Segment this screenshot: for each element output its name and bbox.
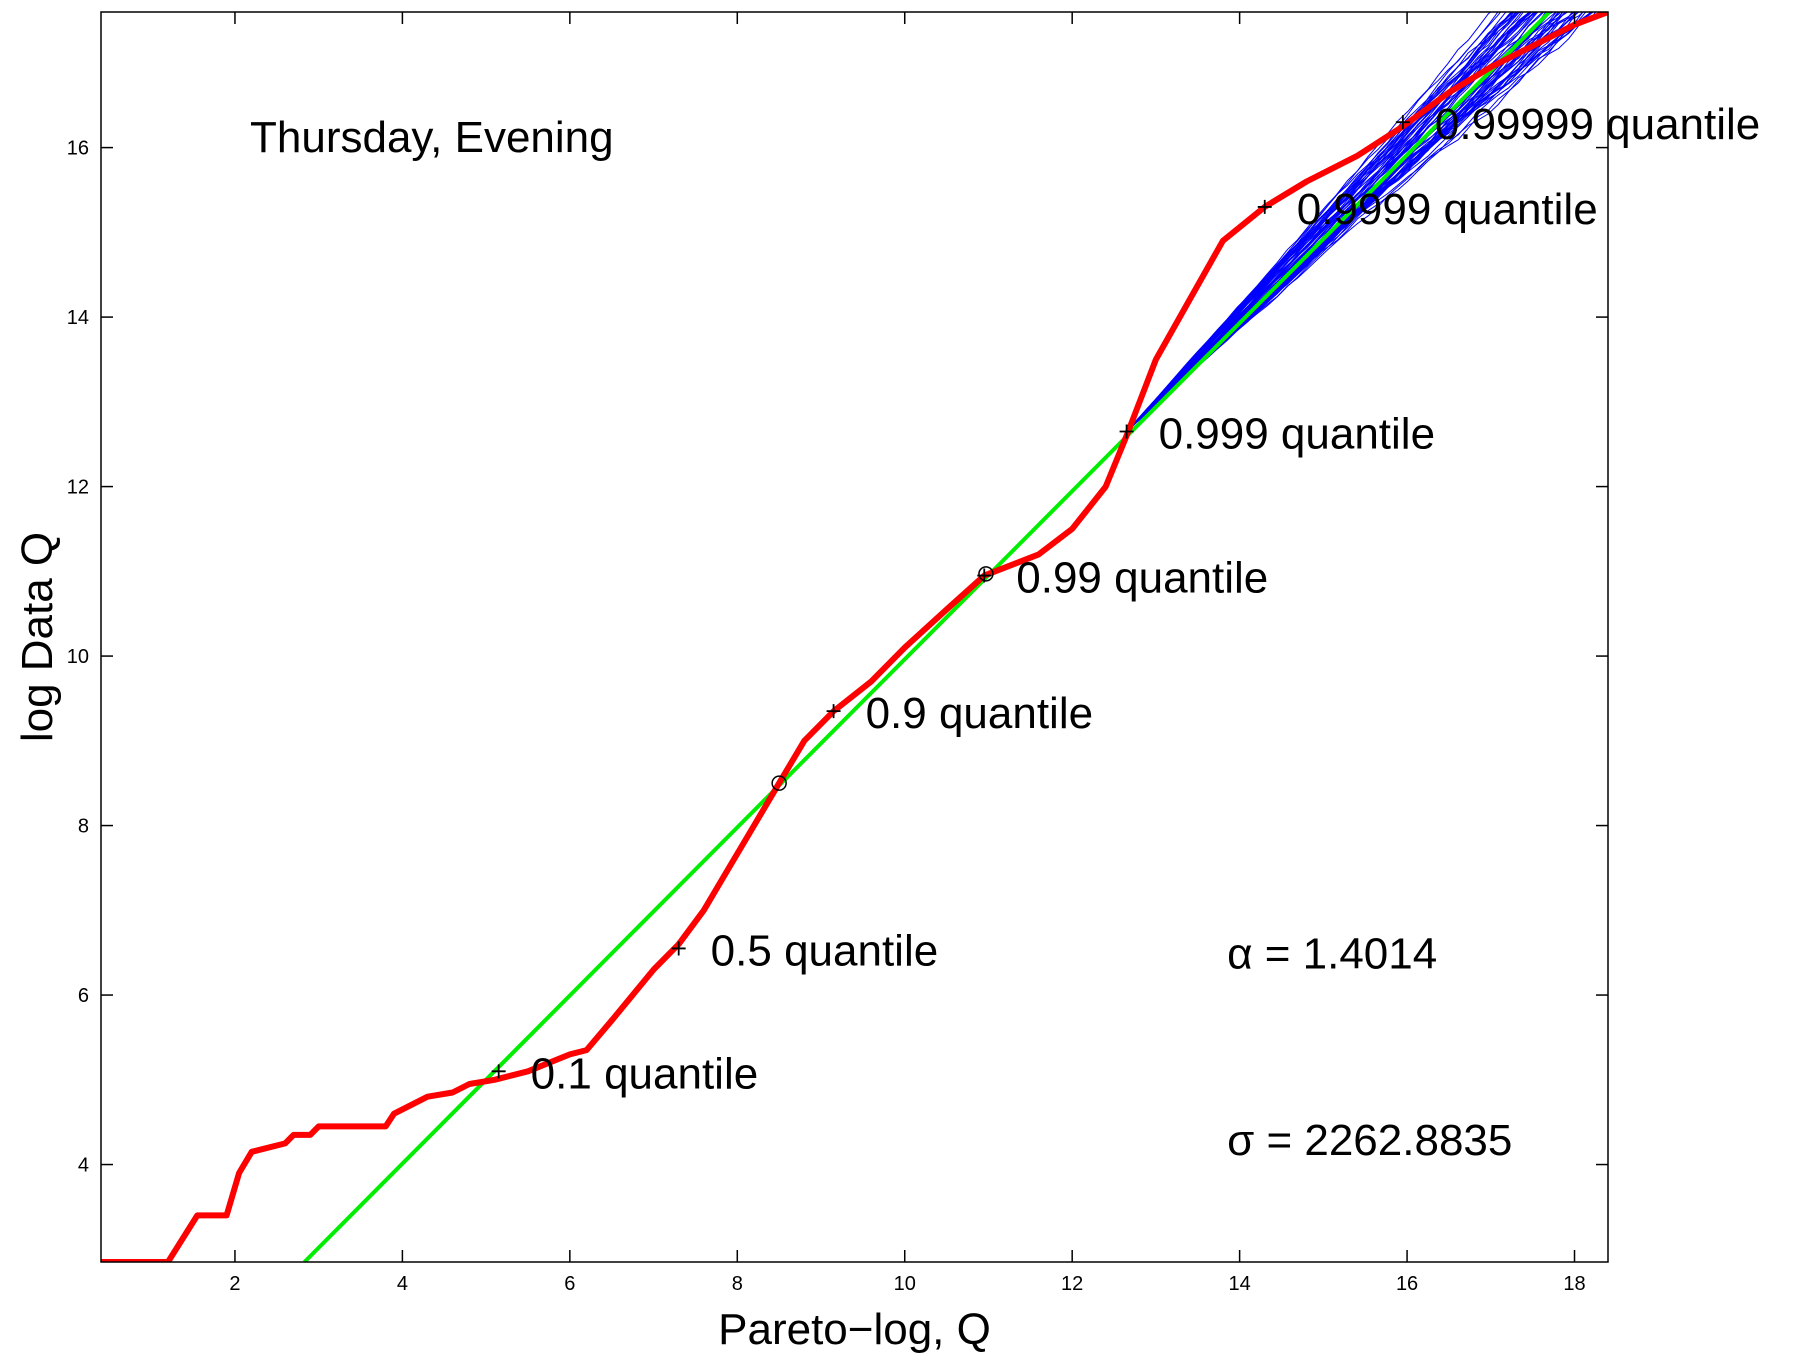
x-tick-label: 12	[1061, 1273, 1083, 1295]
y-axis-title: log Data Q	[13, 532, 62, 742]
simulation-line	[1126, 12, 1532, 432]
y-tick-label: 14	[67, 307, 89, 329]
y-tick-label: 16	[67, 138, 89, 160]
plus-marker	[491, 1064, 506, 1079]
parameter-annotations: α = 1.4014 σ = 2262.8835	[1227, 930, 1512, 1165]
parameter-annotation: σ = 2262.8835	[1227, 1116, 1512, 1165]
quantile-markers	[491, 115, 1410, 1079]
circle-marker	[978, 566, 994, 582]
plot-title: Thursday, Evening	[250, 113, 614, 162]
y-tick-label: 12	[67, 477, 89, 499]
x-tick-label: 16	[1396, 1273, 1418, 1295]
x-tick-label: 18	[1563, 1273, 1585, 1295]
simulation-line	[1126, 12, 1530, 432]
plus-marker	[826, 704, 841, 719]
quantile-label: 0.9999 quantile	[1297, 185, 1598, 234]
y-tick-label: 6	[78, 985, 89, 1007]
y-tick-label: 10	[67, 646, 89, 668]
axis-ticks: 2 4 6 8 10 12 14 16 18 4 6 8 10 12 14 16	[67, 12, 1608, 1295]
x-tick-label: 14	[1228, 1273, 1250, 1295]
quantile-label: 0.99999 quantile	[1435, 100, 1760, 149]
simulation-line	[1126, 12, 1538, 432]
y-tick-label: 4	[78, 1155, 89, 1177]
quantile-label: 0.99 quantile	[1016, 554, 1268, 603]
fit-line	[303, 12, 1551, 1262]
x-tick-label: 6	[564, 1273, 575, 1295]
quantile-label: 0.9 quantile	[866, 689, 1094, 738]
quantile-label: 0.999 quantile	[1159, 409, 1435, 458]
quantile-label: 0.1 quantile	[531, 1049, 759, 1098]
plot-frame	[100, 11, 1609, 1263]
parameter-annotation: α = 1.4014	[1227, 930, 1437, 979]
fit-line-segment	[303, 12, 1551, 1262]
circle-marker	[771, 775, 787, 791]
simulation-line	[1126, 12, 1514, 432]
plus-marker	[1119, 424, 1134, 439]
x-tick-label: 4	[397, 1273, 408, 1295]
y-tick-label: 8	[78, 816, 89, 838]
quantile-label: 0.5 quantile	[711, 926, 939, 975]
plus-marker	[1395, 115, 1410, 130]
x-tick-label: 2	[229, 1273, 240, 1295]
plus-marker	[671, 941, 686, 956]
x-tick-label: 10	[894, 1273, 916, 1295]
plus-marker	[1257, 199, 1272, 214]
x-axis-title: Pareto−log, Q	[718, 1305, 991, 1354]
quantile-labels: 0.1 quantile 0.5 quantile 0.9 quantile 0.99…	[531, 100, 1761, 1098]
simulation-line	[1126, 12, 1507, 432]
x-tick-label: 8	[732, 1273, 743, 1295]
simulation-line	[1126, 12, 1539, 432]
